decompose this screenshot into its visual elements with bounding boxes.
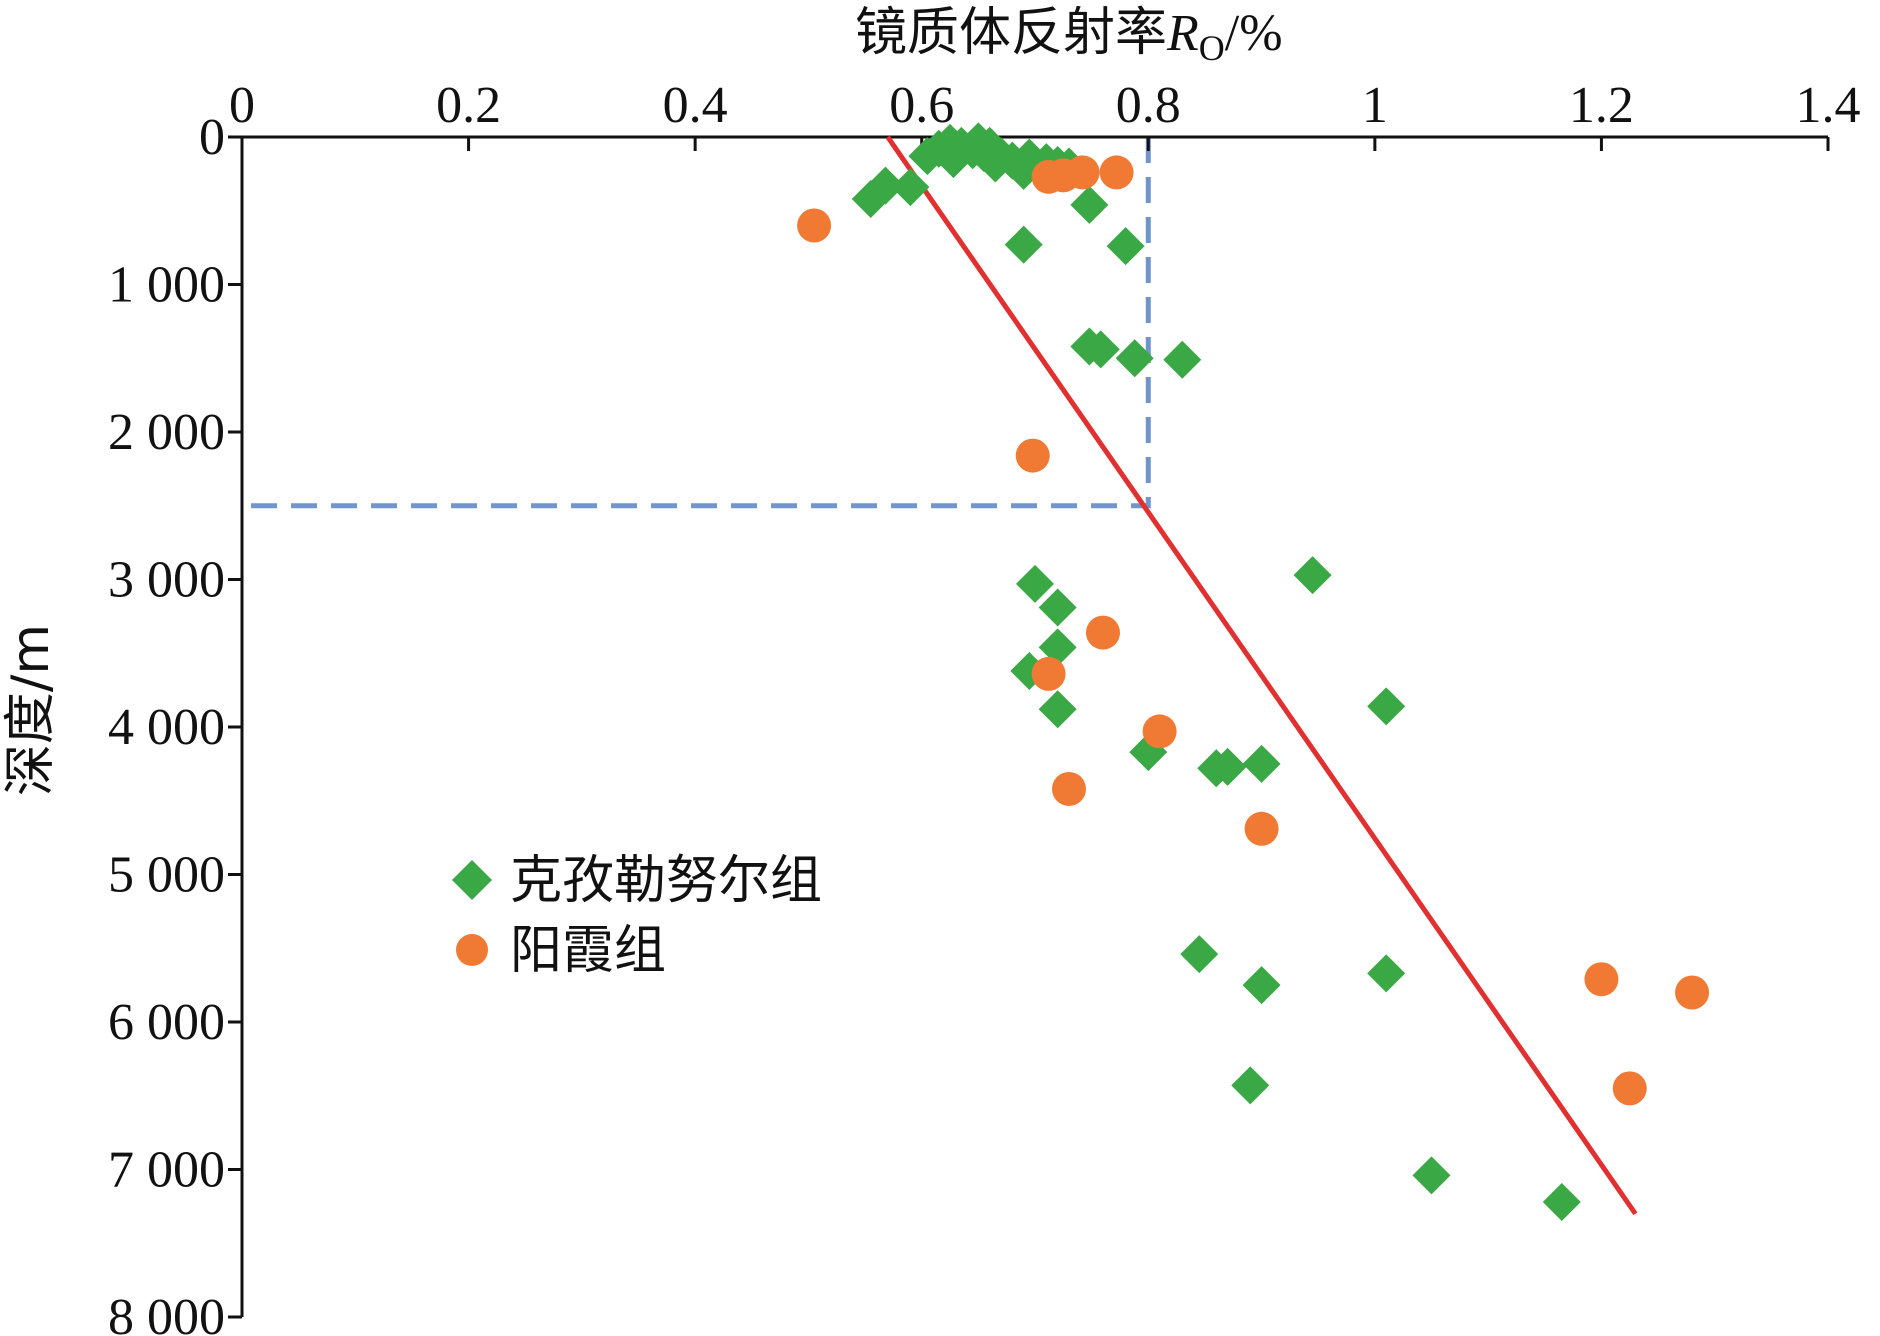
data-point-circle: [1099, 155, 1134, 190]
data-point-circle: [1584, 962, 1619, 997]
data-point-circle: [797, 208, 832, 243]
data-point-circle: [1085, 615, 1120, 650]
data-point-diamond: [1106, 227, 1145, 266]
data-point-circle: [1142, 714, 1177, 749]
data-point-diamond: [1081, 330, 1120, 369]
y-tick-label: 5 000: [108, 847, 225, 904]
data-point-diamond: [1180, 935, 1219, 974]
trend-line: [885, 135, 1638, 1216]
y-tick-label: 6 000: [108, 994, 225, 1051]
y-tick-label: 0: [199, 109, 225, 166]
legend-marker-diamond: [452, 860, 492, 900]
y-tick-label: 1 000: [108, 257, 225, 314]
legend: 克孜勒努尔组 阳霞组: [452, 851, 822, 981]
x-tick-label: 0.4: [663, 77, 728, 134]
data-point-diamond: [993, 141, 1032, 180]
x-tick-label: 0.8: [1116, 77, 1181, 134]
data-point-diamond: [866, 166, 905, 205]
data-point-diamond: [1242, 744, 1281, 783]
x-axis-title-symbol: R: [1166, 5, 1199, 62]
reference-dashed-line: [242, 137, 1151, 509]
y-tick-label: 7 000: [108, 1142, 225, 1199]
data-points: [797, 122, 1710, 1221]
data-point-diamond: [891, 168, 930, 207]
data-point-diamond: [1163, 340, 1202, 379]
data-point-diamond: [1070, 185, 1109, 224]
x-tick-label: 1: [1362, 77, 1388, 134]
x-tick-label: 1.2: [1569, 77, 1634, 134]
data-point-diamond: [1208, 747, 1247, 786]
legend-label-series-1: 克孜勒努尔组: [510, 851, 822, 911]
data-point-circle: [1065, 155, 1100, 190]
data-point-diamond: [1367, 687, 1406, 726]
data-point-diamond: [1038, 690, 1077, 729]
data-point-circle: [1051, 771, 1086, 806]
data-point-diamond: [1293, 556, 1332, 595]
data-point-diamond: [1412, 1156, 1451, 1195]
data-point-diamond: [1115, 339, 1154, 378]
x-axis-title-main: 镜质体反射率: [855, 3, 1167, 63]
data-point-circle: [1244, 811, 1279, 846]
y-axis-title: 深度/m: [1, 624, 61, 796]
data-point-diamond: [1542, 1182, 1581, 1221]
data-point-diamond: [1038, 588, 1077, 627]
data-point-diamond: [1231, 1066, 1270, 1105]
x-tick-label: 0.6: [889, 77, 954, 134]
x-axis-title-subscript: O: [1199, 28, 1225, 68]
x-axis-title-unit: /%: [1225, 5, 1283, 62]
data-point-circle: [1612, 1071, 1647, 1106]
axes: [228, 135, 1830, 1319]
data-point-diamond: [1004, 225, 1043, 264]
y-tick-label: 8 000: [108, 1289, 225, 1336]
x-tick-label: 0: [229, 77, 255, 134]
trend-lines: [885, 135, 1638, 1216]
x-axis-title: 镜质体反射率RO/%: [855, 3, 1283, 68]
data-point-circle: [1015, 438, 1050, 473]
reference-lines: [242, 137, 1151, 509]
y-tick-label: 4 000: [108, 699, 225, 756]
data-point-circle: [1031, 656, 1066, 691]
data-point-diamond: [1016, 564, 1054, 603]
x-tick-label: 1.4: [1796, 77, 1861, 134]
data-point-diamond: [1367, 954, 1406, 993]
data-point-circle: [1675, 975, 1710, 1010]
x-tick-label: 0.2: [436, 77, 501, 134]
tick-labels: 0 0.2 0.4 0.6 0.8 1 1.2 1.4 0 1 000 2 000 3 000 4 00…: [108, 77, 1861, 1336]
legend-marker-circle: [456, 934, 488, 966]
data-point-diamond: [1242, 966, 1281, 1005]
y-tick-label: 2 000: [108, 404, 225, 461]
y-tick-label: 3 000: [108, 552, 225, 609]
legend-label-series-2: 阳霞组: [510, 921, 666, 981]
data-point-diamond: [1038, 628, 1077, 667]
